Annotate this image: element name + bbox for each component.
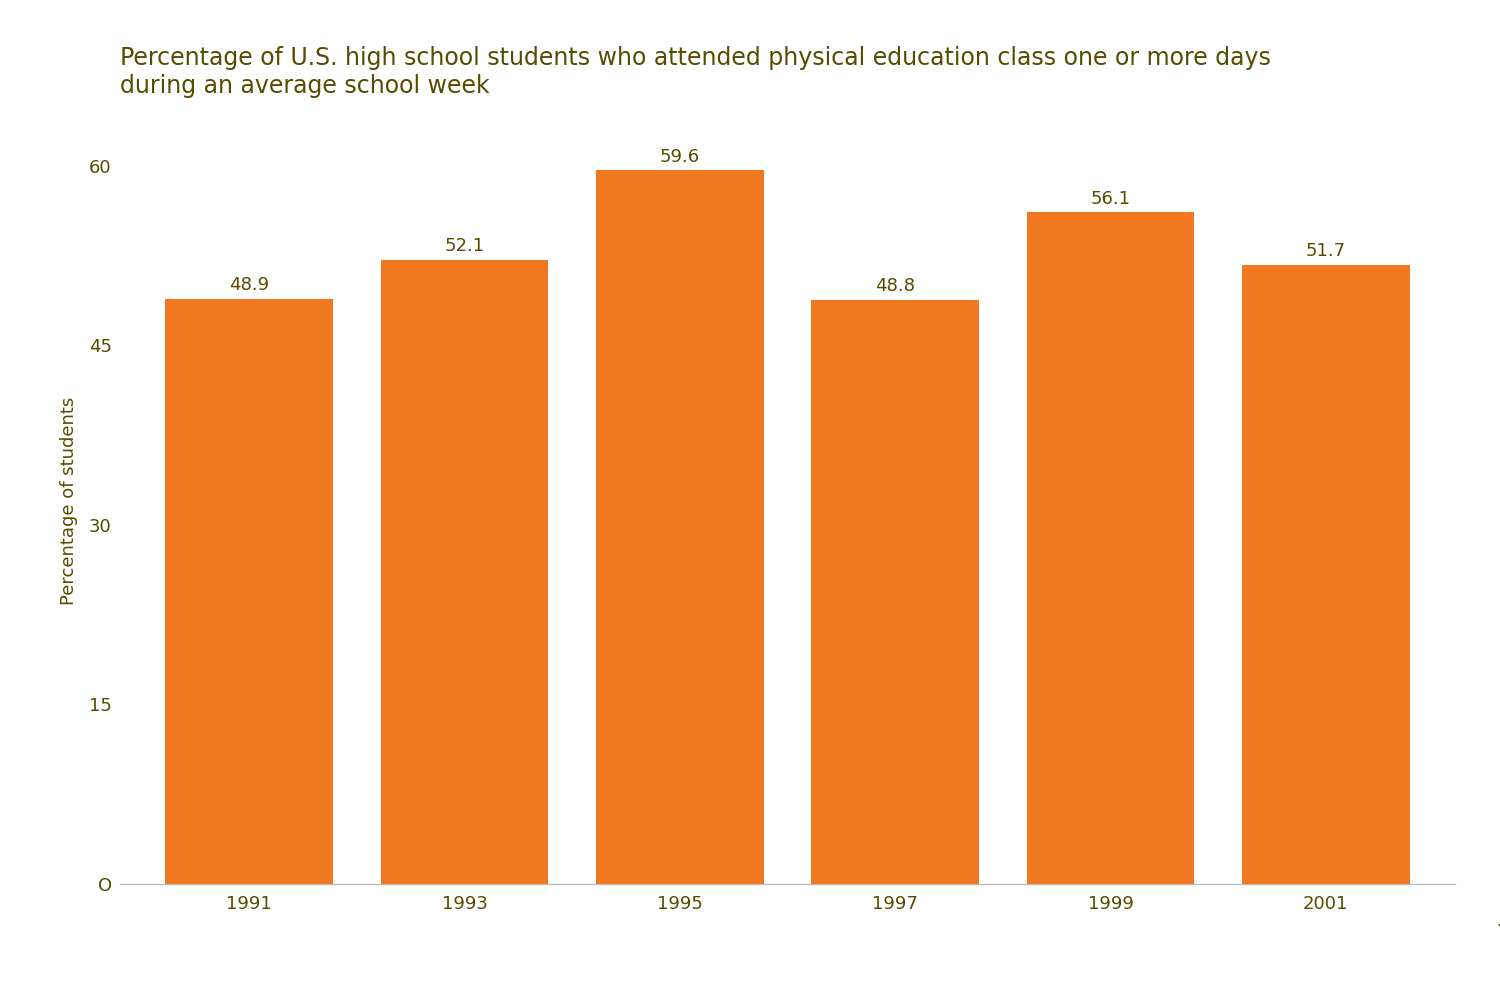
Text: 48.8: 48.8 (874, 277, 915, 295)
Bar (1242, 265, 1410, 884)
Text: 59.6: 59.6 (660, 147, 700, 166)
Bar (381, 260, 549, 884)
Bar (165, 299, 333, 884)
Y-axis label: Percentage of students: Percentage of students (60, 397, 78, 605)
Text: Percentage of U.S. high school students who attended physical education class on: Percentage of U.S. high school students … (120, 46, 1270, 98)
Bar (812, 300, 980, 884)
Text: 52.1: 52.1 (444, 238, 485, 255)
Bar (1026, 212, 1194, 884)
Text: 48.9: 48.9 (230, 276, 270, 294)
Text: 56.1: 56.1 (1090, 190, 1131, 207)
Bar (596, 171, 764, 884)
Text: 51.7: 51.7 (1305, 243, 1346, 260)
Text: Year: Year (1497, 923, 1500, 941)
